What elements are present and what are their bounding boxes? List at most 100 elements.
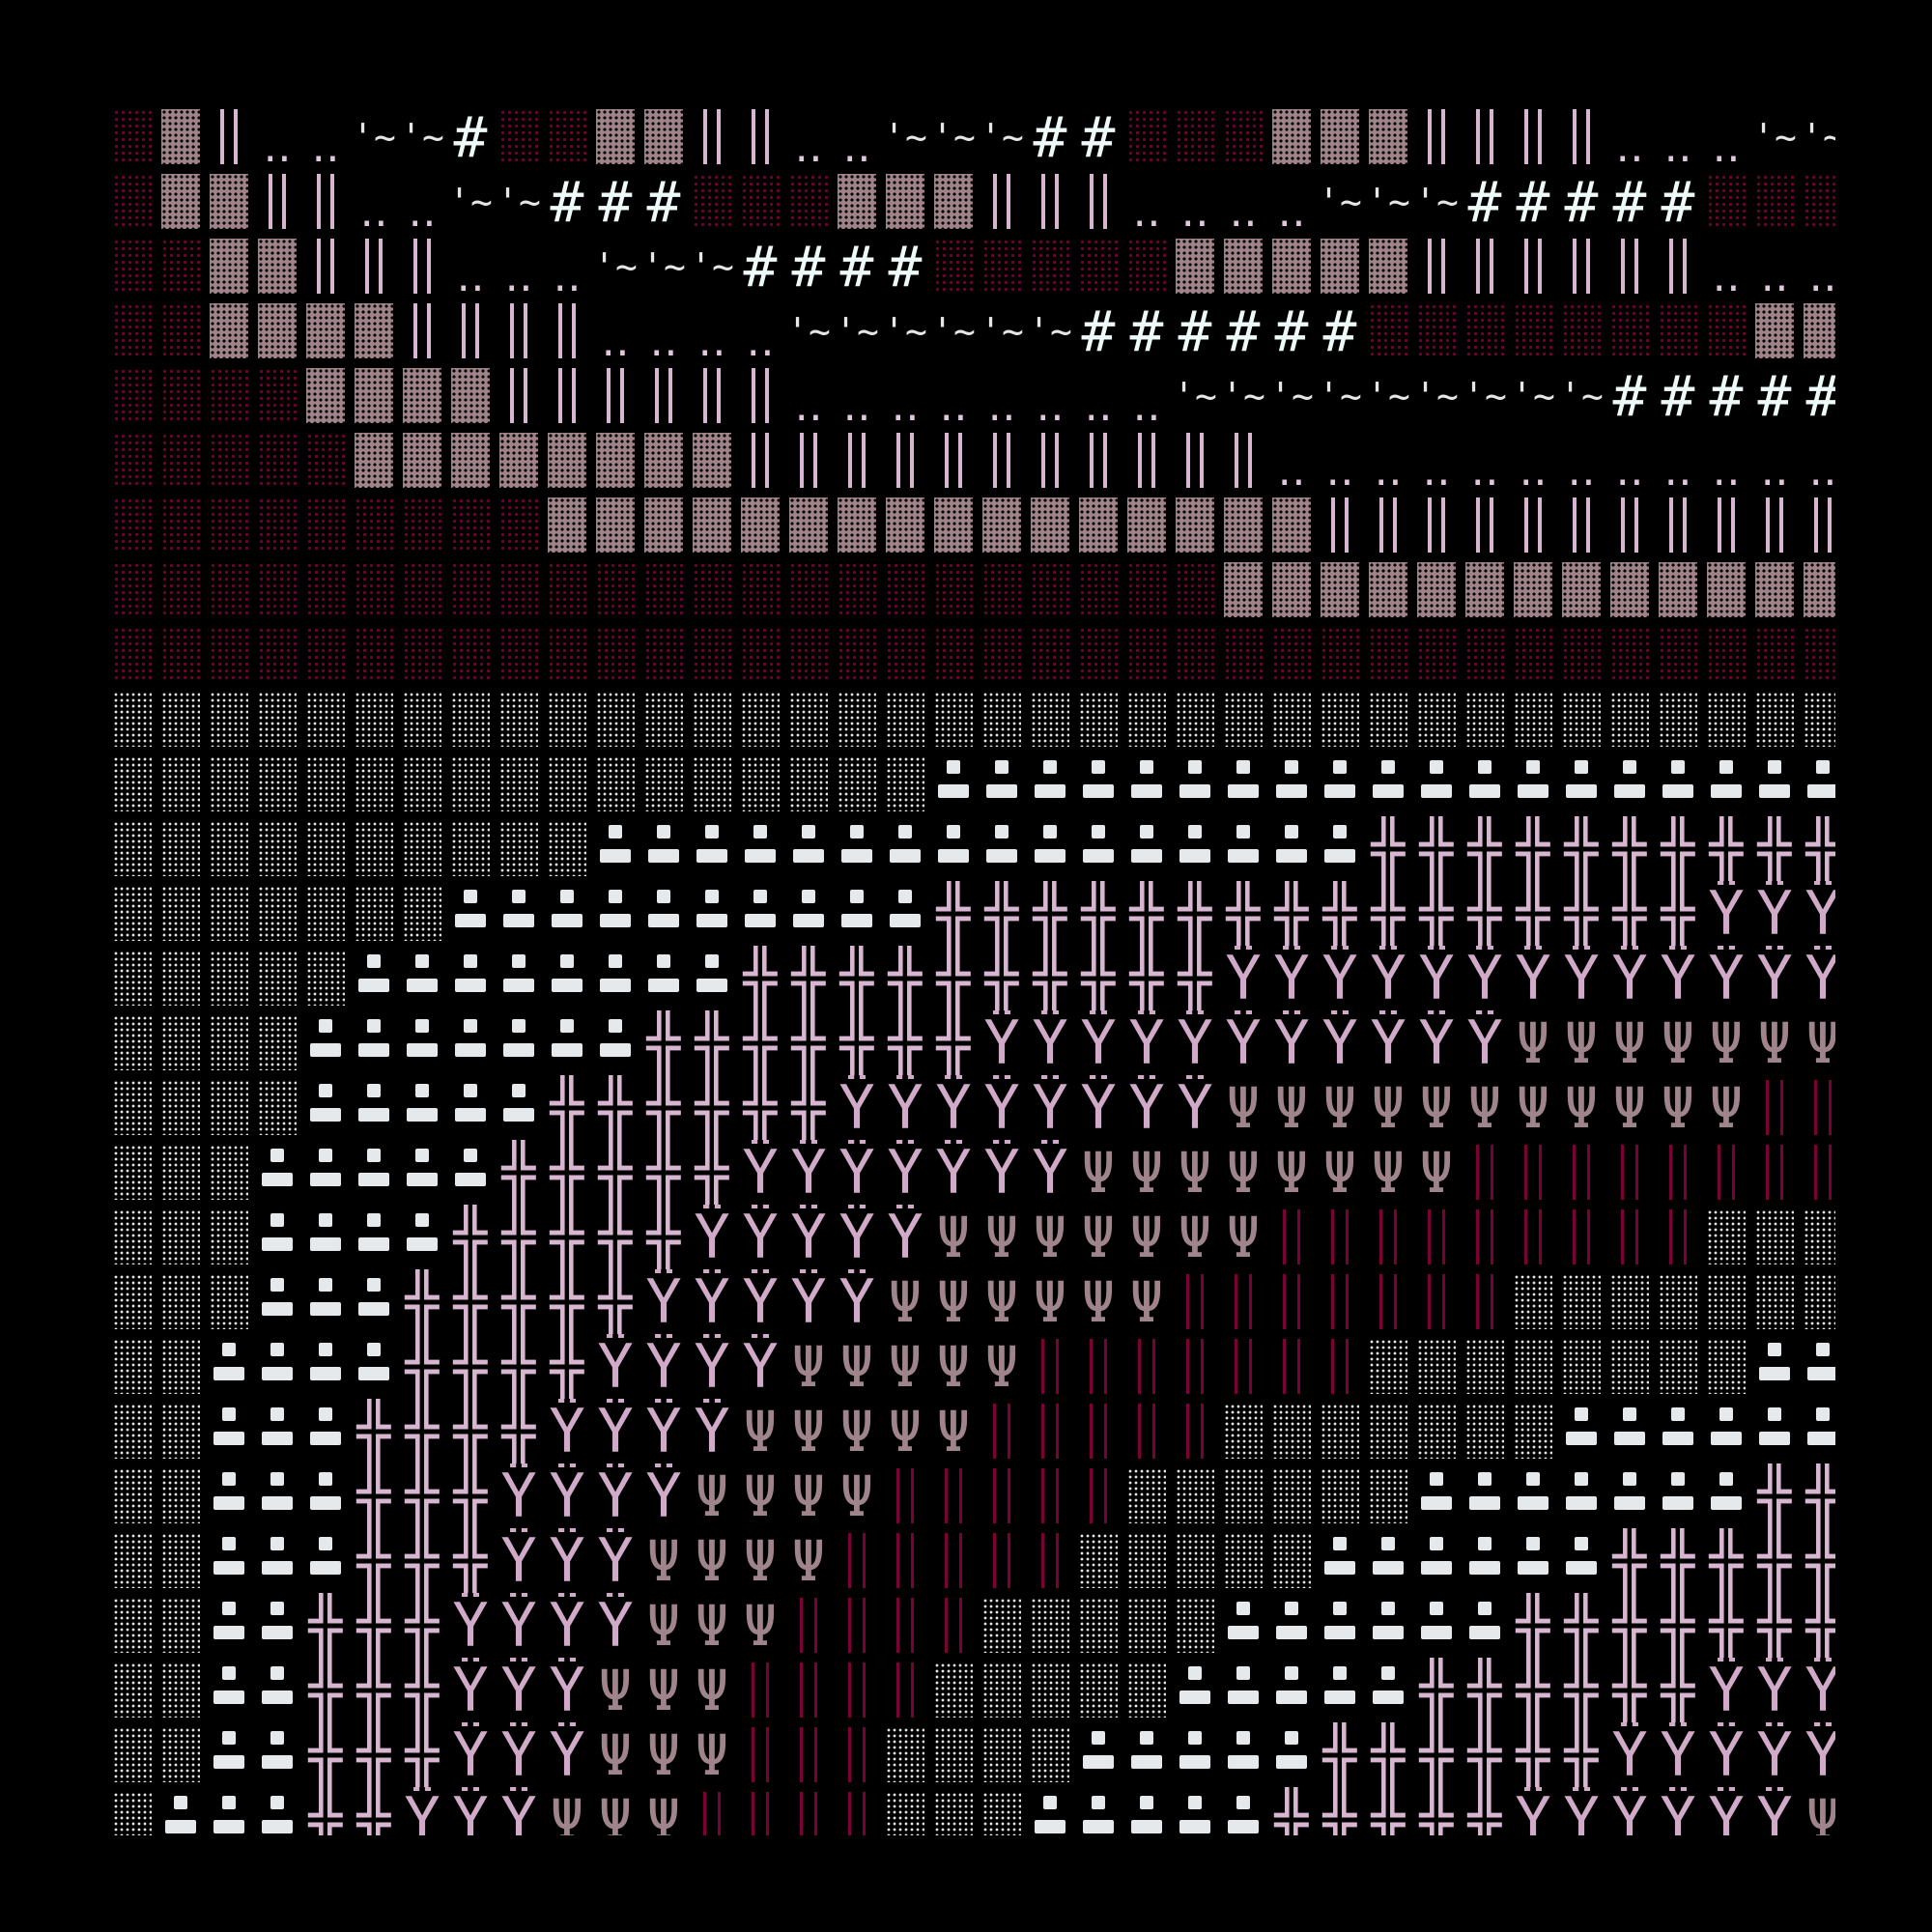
glyph-cross: ╬ — [1612, 816, 1647, 881]
glyph-two-dots: ‥ — [1422, 446, 1451, 493]
glyph-dark-red-shade — [1799, 622, 1835, 687]
glyph-cross: ╬ — [405, 1399, 440, 1463]
glyph-white-dashes — [1605, 1463, 1654, 1528]
glyph-cross: ╬ — [1033, 946, 1067, 1010]
glyph-dark-red-shade — [205, 622, 253, 687]
glyph-dark-red-shade — [156, 557, 205, 622]
glyph-psi: Ψ — [1516, 1010, 1550, 1075]
glyph-hash: # — [453, 104, 488, 169]
glyph-hash: # — [1129, 298, 1164, 363]
glyph-white-dashes — [253, 1787, 301, 1835]
glyph-dark-red-shade — [1702, 169, 1750, 234]
glyph-dark-red-shade — [156, 363, 205, 428]
glyph-psi: Ψ — [1564, 1075, 1599, 1140]
glyph-y-dot: Ÿ — [790, 1205, 827, 1269]
glyph-white-dashes — [301, 1334, 350, 1399]
glyph-psi: Ψ — [1226, 1205, 1261, 1269]
glyph-hash: # — [1799, 363, 1835, 428]
glyph-y-dot: Ÿ — [500, 1463, 537, 1528]
glyph-two-dots: ‥ — [1567, 446, 1596, 493]
glyph-hash: # — [743, 234, 778, 298]
glyph-dark-red-bar — [833, 1658, 881, 1722]
glyph-white-shade — [156, 1593, 205, 1658]
glyph-dark-red-shade — [1557, 298, 1605, 363]
glyph-y-dot: Ÿ — [1804, 1722, 1835, 1787]
glyph-white-dashes — [543, 881, 591, 946]
glyph-dark-red-bar — [1799, 1140, 1835, 1205]
glyph-white-shade — [1461, 1399, 1509, 1463]
glyph-cross: ╬ — [791, 1075, 826, 1140]
glyph-white-shade — [1074, 1658, 1122, 1722]
glyph-dark-red-bar — [1412, 1269, 1461, 1334]
glyph-double-bar — [688, 104, 736, 169]
glyph-two-dots: ‥ — [553, 252, 582, 298]
glyph-double-bar — [736, 104, 784, 169]
art-row — [108, 557, 1835, 622]
glyph-cross: ╬ — [405, 1528, 440, 1593]
glyph-white-shade — [156, 687, 205, 752]
glyph-white-dashes — [591, 1010, 639, 1075]
glyph-dark-red-bar — [784, 1593, 833, 1658]
glyph-white-dashes — [1074, 816, 1122, 881]
glyph-white-dashes — [1702, 1463, 1750, 1528]
glyph-dark-red-bar — [1026, 1334, 1074, 1399]
glyph-white-dashes — [1316, 1593, 1364, 1658]
glyph-white-shade — [1702, 1334, 1750, 1399]
glyph-mauve-block — [1267, 104, 1316, 169]
glyph-white-shade — [1316, 687, 1364, 752]
glyph-double-bar — [1605, 234, 1654, 298]
glyph-y-dot: Ÿ — [1080, 1010, 1117, 1075]
glyph-cross: ╬ — [550, 1205, 584, 1269]
glyph-cross: ╬ — [550, 1075, 584, 1140]
glyph-mauve-block — [591, 493, 639, 557]
glyph-white-dashes — [978, 816, 1026, 881]
glyph-white-dashes — [639, 881, 688, 946]
glyph-dark-red-bar — [1267, 1205, 1316, 1269]
glyph-white-shade — [350, 687, 398, 752]
glyph-dark-red-bar — [1026, 1528, 1074, 1593]
glyph-white-shade — [108, 816, 156, 881]
glyph-dark-red-shade — [156, 234, 205, 298]
glyph-y-dot: Ÿ — [1370, 1010, 1406, 1075]
glyph-tick-tilde: '~ — [835, 309, 879, 353]
glyph-white-shade — [881, 752, 929, 816]
glyph-dark-red-shade — [1026, 622, 1074, 687]
glyph-white-shade — [639, 752, 688, 816]
glyph-two-dots: ‥ — [891, 382, 920, 428]
glyph-psi: Ψ — [1564, 1010, 1599, 1075]
glyph-dark-red-shade — [1122, 104, 1171, 169]
glyph-white-dashes — [1557, 1463, 1605, 1528]
glyph-psi: Ψ — [1516, 1075, 1550, 1140]
glyph-white-shade — [881, 1722, 929, 1787]
glyph-white-dashes — [301, 1205, 350, 1269]
glyph-white-dashes — [1605, 752, 1654, 816]
glyph-psi: Ψ — [1805, 1787, 1835, 1836]
glyph-white-shade — [108, 1269, 156, 1334]
glyph-white-dashes — [1750, 1334, 1799, 1399]
glyph-white-shade — [108, 881, 156, 946]
glyph-y-dot: Ÿ — [887, 1075, 923, 1140]
glyph-double-bar — [1702, 493, 1750, 557]
glyph-white-shade — [1605, 1334, 1654, 1399]
glyph-cross: ╬ — [1757, 1593, 1792, 1658]
glyph-y-dot: Ÿ — [500, 1722, 537, 1787]
glyph-psi: Ψ — [984, 1334, 1019, 1399]
glyph-tick-tilde: '~ — [1801, 115, 1835, 158]
glyph-mauve-block — [1316, 557, 1364, 622]
glyph-dark-red-shade — [1750, 169, 1799, 234]
glyph-white-shade — [205, 816, 253, 881]
glyph-mauve-block — [1412, 557, 1461, 622]
glyph-mauve-block — [1026, 493, 1074, 557]
glyph-double-bar — [1654, 493, 1702, 557]
glyph-tick-tilde: '~ — [931, 309, 976, 353]
art-row: ╬ ╬ ╬ ╬ ╬ ╬ ╬ Ÿ Ÿ Ÿ Ÿ Ÿ Ÿ Ÿ Ÿ Ÿ Ÿ Ÿ Ψ Ψ Ψ Ψ Ψ Ψ Ψ — [108, 1010, 1835, 1075]
glyph-cross: ╬ — [356, 1399, 391, 1463]
glyph-dark-red-bar — [1557, 1205, 1605, 1269]
glyph-white-dashes — [1171, 752, 1219, 816]
glyph-psi: Ψ — [888, 1334, 923, 1399]
glyph-mauve-block — [350, 298, 398, 363]
glyph-double-bar — [1557, 104, 1605, 169]
glyph-dark-red-bar — [1654, 1140, 1702, 1205]
glyph-white-shade — [398, 752, 446, 816]
glyph-cross: ╬ — [984, 881, 1019, 946]
